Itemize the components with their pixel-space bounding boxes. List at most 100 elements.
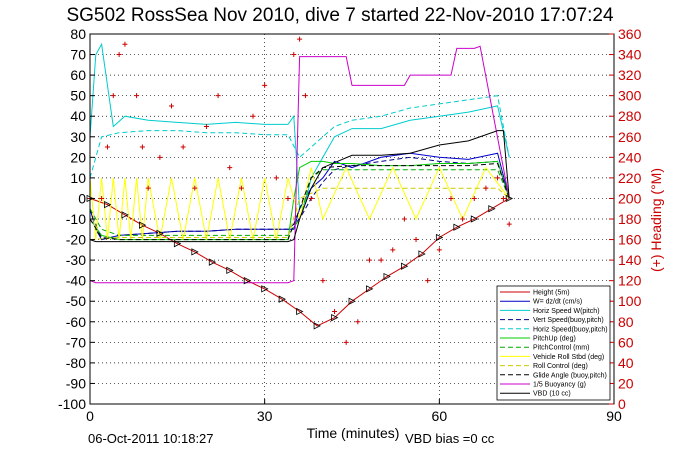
y2-tick-label: 180 bbox=[618, 211, 642, 227]
heading-point bbox=[99, 195, 105, 201]
y-tick-label: -100 bbox=[58, 396, 86, 412]
heading-point bbox=[302, 93, 308, 99]
heading-point bbox=[332, 309, 338, 314]
y-tick-label: -90 bbox=[66, 375, 86, 391]
height-marker bbox=[383, 272, 391, 281]
heading-point bbox=[355, 319, 361, 325]
heading-point bbox=[110, 93, 116, 99]
legend-entry: Horiz Speed W(pitch) bbox=[533, 308, 600, 315]
y-tick-label: 50 bbox=[70, 88, 86, 104]
legend-entry: Roll Control (deg) bbox=[533, 363, 588, 370]
y2-tick-label: 40 bbox=[618, 355, 634, 371]
y-tick-label: -40 bbox=[66, 273, 86, 289]
y-tick-label: -20 bbox=[66, 232, 86, 248]
series-line-11 bbox=[89, 130, 510, 243]
y2-tick-label: 100 bbox=[618, 293, 642, 309]
heading-point bbox=[506, 221, 512, 227]
height-marker bbox=[104, 200, 112, 209]
y2-tick-label: 20 bbox=[618, 375, 634, 391]
y2-tick-label: 60 bbox=[618, 334, 634, 350]
height-marker bbox=[243, 277, 252, 285]
legend-entry: 1/5 Buoyancy (g) bbox=[533, 382, 586, 389]
heading-point bbox=[308, 195, 314, 201]
y-tick-label: 30 bbox=[70, 129, 86, 145]
y-tick-label: 20 bbox=[70, 149, 86, 165]
legend: Height (5m) W= dz/dt (cm/s) Horiz Speed W(… bbox=[496, 285, 611, 401]
height-marker bbox=[366, 285, 374, 293]
heading-point bbox=[390, 247, 396, 253]
legend-entry: Vert Speed(buoy,pitch) bbox=[533, 317, 604, 324]
y-tick-label: -80 bbox=[66, 355, 86, 371]
height-marker bbox=[173, 240, 182, 248]
series-line-6 bbox=[89, 169, 510, 236]
heading-point bbox=[413, 237, 419, 243]
heading-point bbox=[471, 195, 477, 201]
heading-point bbox=[320, 278, 326, 284]
heading-point bbox=[297, 36, 303, 42]
series-line-9 bbox=[89, 162, 510, 241]
x-ticks: 0 30 60 90 bbox=[86, 399, 622, 424]
y-tick-label: 40 bbox=[70, 108, 86, 124]
heading-point bbox=[116, 52, 122, 58]
y2-tick-label: 80 bbox=[618, 314, 634, 330]
x-tick-label: 0 bbox=[86, 408, 94, 424]
heading-point bbox=[122, 41, 128, 47]
y2-tick-label: 280 bbox=[618, 108, 642, 124]
heading-point bbox=[192, 185, 198, 191]
y2-tick-label: 240 bbox=[618, 149, 642, 165]
heading-point bbox=[169, 103, 175, 109]
y2-tick-label: 300 bbox=[618, 88, 642, 104]
height-marker bbox=[121, 211, 129, 219]
right-y-axis-label: (+) Heading (°M) bbox=[648, 168, 664, 272]
heading-point bbox=[157, 154, 163, 160]
y2-tick-label: 160 bbox=[618, 232, 642, 248]
y2-tick-label: 0 bbox=[618, 396, 626, 412]
y-tick-label: -70 bbox=[66, 334, 86, 350]
y-tick-label: -30 bbox=[66, 252, 86, 268]
heading-point bbox=[285, 195, 291, 201]
legend-entry: Height (5m) bbox=[533, 290, 570, 297]
y-tick-label: -10 bbox=[66, 211, 86, 227]
heading-point bbox=[104, 144, 110, 150]
height-marker bbox=[331, 314, 339, 322]
y-tick-label: -50 bbox=[66, 293, 86, 309]
height-marker bbox=[261, 285, 269, 293]
y2-tick-label: 340 bbox=[618, 47, 642, 63]
series-line-10 bbox=[89, 45, 510, 284]
heading-point bbox=[262, 82, 268, 88]
heading-point bbox=[273, 175, 279, 181]
height-marker bbox=[488, 205, 496, 213]
series-line-0 bbox=[89, 197, 510, 327]
x-tick-label: 30 bbox=[257, 408, 273, 424]
legend-entry: PitchUp (deg) bbox=[533, 336, 576, 343]
height-marker bbox=[156, 229, 164, 238]
y-tick-label: 0 bbox=[78, 190, 86, 206]
height-marker bbox=[208, 258, 217, 266]
y2-tick-label: 260 bbox=[618, 129, 642, 145]
height-marker bbox=[453, 223, 461, 231]
height-marker bbox=[191, 248, 199, 256]
heading-point bbox=[215, 93, 221, 99]
legend-entry: Horiz Speed(buoy,pitch) bbox=[533, 326, 608, 333]
x-tick-label: 60 bbox=[432, 408, 448, 424]
y-tick-label: 70 bbox=[70, 47, 86, 63]
y2-tick-label: 220 bbox=[618, 170, 642, 186]
heading-point bbox=[139, 144, 145, 150]
x-axis-label: Time (minutes) bbox=[307, 425, 400, 441]
height-marker bbox=[470, 215, 479, 223]
height-marker bbox=[313, 322, 321, 330]
heading-point bbox=[145, 185, 151, 191]
y2-tick-label: 360 bbox=[618, 26, 642, 42]
heading-point bbox=[203, 124, 209, 129]
legend-entry: Glide Angle (buoy,pitch) bbox=[533, 372, 607, 379]
heading-point bbox=[227, 165, 233, 171]
heading-point bbox=[291, 52, 297, 58]
legend-entry: Vehicle Roll Stbd (deg) bbox=[533, 354, 604, 361]
left-y-ticks: 80 70 60 50 40 30 20 10 0 -10 -20 -30 -40 -50 -60 -70 -8… bbox=[58, 26, 95, 412]
height-marker bbox=[418, 250, 426, 258]
height-marker bbox=[505, 194, 514, 203]
height-marker bbox=[296, 307, 304, 316]
heading-point bbox=[495, 175, 501, 181]
height-marker bbox=[226, 266, 234, 275]
